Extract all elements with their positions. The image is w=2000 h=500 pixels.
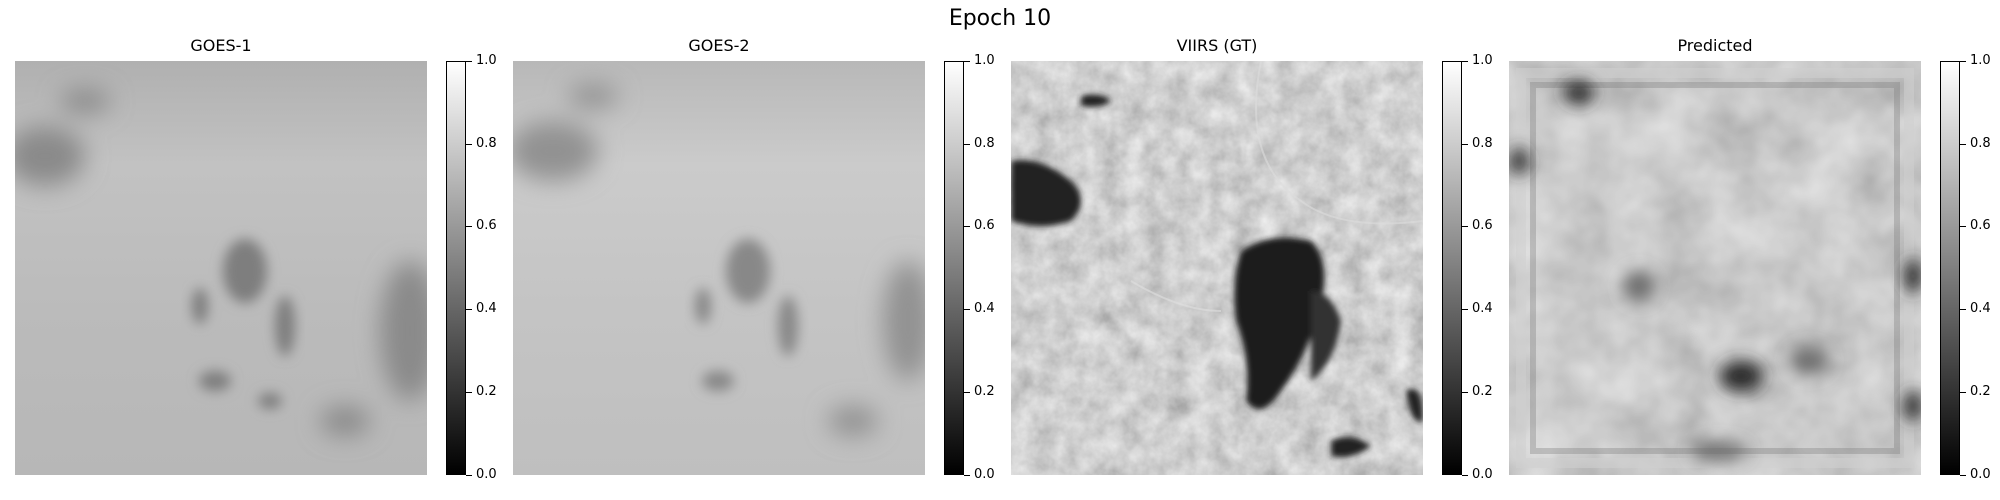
tick-label: 0.4 (1970, 301, 1991, 316)
tick-label: 0.2 (476, 384, 497, 399)
predicted-image (1509, 61, 1921, 475)
tick-label: 0.0 (476, 467, 497, 482)
viirs-gt-image (1011, 61, 1423, 475)
colorbar-predicted (1940, 61, 1960, 475)
colorbar-goes-1 (446, 61, 466, 475)
tick-label: 1.0 (1472, 53, 1493, 68)
tick-label: 0.8 (974, 136, 995, 151)
tick-label: 0.2 (1970, 384, 1991, 399)
goes-1-image (15, 61, 427, 475)
tick-label: 0.6 (974, 218, 995, 233)
tick-label: 0.2 (974, 384, 995, 399)
tick-label: 0.8 (1472, 136, 1493, 151)
tick-label: 0.8 (1970, 136, 1991, 151)
figure-title: Epoch 10 (948, 6, 1052, 31)
tick-label: 0.6 (1970, 218, 1991, 233)
tick-label: 0.4 (476, 301, 497, 316)
tick-label: 0.6 (476, 218, 497, 233)
tick-label: 0.4 (1472, 301, 1493, 316)
tick-label: 0.0 (1472, 467, 1493, 482)
panel-title-goes-2: GOES-2 (688, 36, 750, 55)
tick-label: 1.0 (476, 53, 497, 68)
tick-label: 0.2 (1472, 384, 1493, 399)
tick-label: 1.0 (974, 53, 995, 68)
tick-label: 0.8 (476, 136, 497, 151)
colorbar-viirs (1442, 61, 1462, 475)
tick-label: 0.4 (974, 301, 995, 316)
tick-label: 0.6 (1472, 218, 1493, 233)
tick-label: 1.0 (1970, 53, 1991, 68)
panel-title-viirs: VIIRS (GT) (1176, 36, 1258, 55)
tick-label: 0.0 (974, 467, 995, 482)
goes-2-image (513, 61, 925, 475)
tick-label: 0.0 (1970, 467, 1991, 482)
colorbar-goes-2 (944, 61, 964, 475)
panel-title-goes-1: GOES-1 (190, 36, 252, 55)
panel-title-predicted: Predicted (1677, 36, 1753, 55)
